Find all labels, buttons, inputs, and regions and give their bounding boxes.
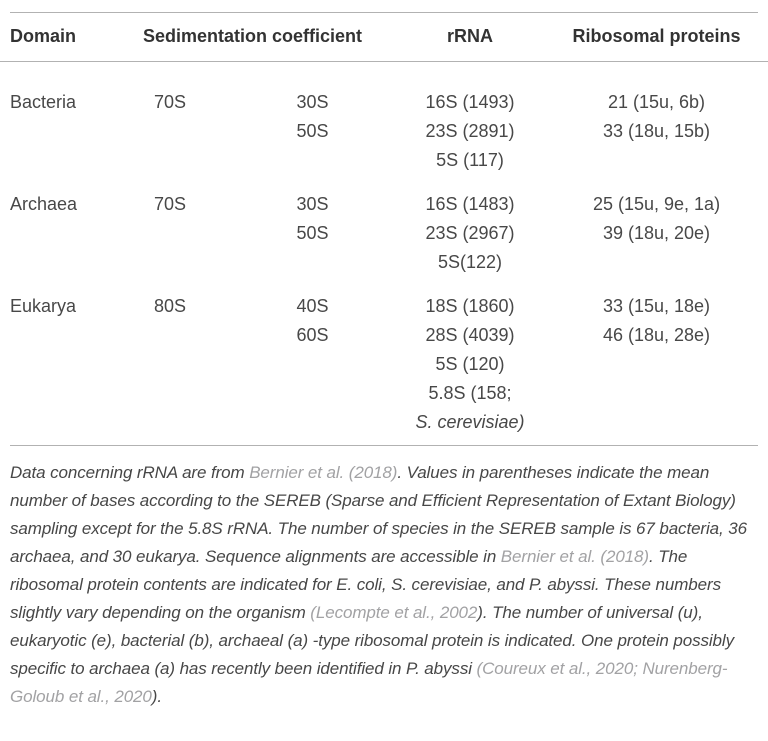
subunit-value: 60S [296, 325, 329, 345]
rrna-value: 5.8S (158; [428, 383, 512, 403]
subunit-cell: 40S 60S [230, 292, 395, 445]
citation-link[interactable]: (Coureux et al., 2020; [476, 659, 638, 678]
protein-count-value: 46 (18u, 28e) [602, 325, 711, 345]
coefficient-value: 70S [153, 92, 187, 112]
subunit-value: 30S [296, 92, 329, 112]
subunit-cell: 30S 50S [230, 62, 395, 191]
ribosome-composition-figure: Domain Sedimentation coefficient rRNA Ri… [0, 12, 768, 711]
domain-cell: Bacteria [0, 62, 110, 191]
domain-name: Eukarya [10, 296, 77, 316]
domain-name: Archaea [10, 194, 78, 214]
footnote-text: Data concerning rRNA are from [10, 463, 250, 482]
citation-link[interactable]: Bernier et al. (2018) [500, 547, 649, 566]
rrna-cell: 16S (1493) 23S (2891) 5S (117) [395, 62, 545, 191]
domain-cell: Eukarya [0, 292, 110, 445]
top-rule [10, 12, 758, 13]
protein-count-value: 25 (15u, 9e, 1a) [592, 194, 721, 214]
protein-count-value: 21 (15u, 6b) [607, 92, 706, 112]
subunit-value: 50S [296, 223, 329, 243]
subunit-cell: 30S 50S [230, 190, 395, 292]
subunit-value: 40S [296, 296, 329, 316]
rrna-value: 23S (2891) [425, 121, 515, 141]
rrna-value: 23S (2967) [425, 223, 515, 243]
rrna-value: 28S (4039) [425, 325, 515, 345]
subunit-value: 50S [296, 121, 329, 141]
domain-cell: Archaea [0, 190, 110, 292]
table-row: Archaea 70S 30S 50S 16S (1483) 23S (2967) 5S(1… [0, 190, 768, 292]
protein-count-value: 39 (18u, 20e) [602, 223, 711, 243]
ribosomal-proteins-cell: 25 (15u, 9e, 1a) 39 (18u, 20e) [545, 190, 768, 292]
footnote-text: . Values in parentheses indicate the mea… [10, 463, 747, 566]
col-header-domain: Domain [0, 13, 110, 62]
rrna-cell: 16S (1483) 23S (2967) 5S(122) [395, 190, 545, 292]
rrna-value: 5S (120) [435, 354, 505, 374]
ribosomal-proteins-cell: 21 (15u, 6b) 33 (18u, 15b) [545, 62, 768, 191]
rrna-cell: 18S (1860) 28S (4039) 5S (120) 5.8S (158; S.… [395, 292, 545, 445]
sedimentation-coefficient-cell: 70S [110, 62, 230, 191]
citation-link[interactable]: Bernier et al. (2018) [249, 463, 398, 482]
rrna-value: 5S(122) [437, 252, 503, 272]
col-header-rrna: rRNA [395, 13, 546, 62]
ribosomal-proteins-cell: 33 (15u, 18e) 46 (18u, 28e) [545, 292, 768, 445]
rrna-value: 16S (1493) [425, 92, 515, 112]
rrna-value: 5S (117) [436, 150, 504, 170]
domain-name: Bacteria [10, 92, 77, 112]
table-header: Domain Sedimentation coefficient rRNA Ri… [0, 13, 768, 62]
rrna-value: 18S (1860) [425, 296, 515, 316]
table-body: Bacteria 70S 30S 50S 16S (1493) 23S (2891) 5S … [0, 62, 768, 446]
protein-count-value: 33 (15u, 18e) [602, 296, 711, 316]
table-row: Eukarya 80S 40S 60S 18S (1860) 28S (4039) 5S (… [0, 292, 768, 445]
footnote-text: . The ribosomal protein contents are ind… [10, 547, 721, 622]
sedimentation-coefficient-cell: 80S [110, 292, 230, 445]
coefficient-value: 80S [153, 296, 187, 316]
rrna-value: 16S (1483) [425, 194, 515, 214]
protein-count-value: 33 (18u, 15b) [602, 121, 711, 141]
rrna-value: S. cerevisiae) [415, 412, 525, 432]
footnote-text: ). The number of universal (u), eukaryot… [10, 603, 734, 678]
col-header-sedimentation-coefficient: Sedimentation coefficient [110, 13, 396, 62]
header-row: Domain Sedimentation coefficient rRNA Ri… [0, 13, 768, 62]
table-row: Bacteria 70S 30S 50S 16S (1493) 23S (2891) 5S … [0, 62, 768, 191]
footnote: Data concerning rRNA are from Bernier et… [10, 459, 754, 711]
ribosome-table: Domain Sedimentation coefficient rRNA Ri… [0, 13, 768, 445]
footnote-text: ). [151, 687, 162, 706]
col-header-ribosomal-proteins: Ribosomal proteins [545, 13, 768, 62]
coefficient-value: 70S [153, 194, 187, 214]
citation-link[interactable]: (Lecompte et al., 2002 [310, 603, 478, 622]
subunit-value: 30S [296, 194, 329, 214]
bottom-rule [10, 445, 758, 446]
citation-link[interactable]: Nurenberg-Goloub et al., 2020 [10, 659, 728, 706]
sedimentation-coefficient-cell: 70S [110, 190, 230, 292]
